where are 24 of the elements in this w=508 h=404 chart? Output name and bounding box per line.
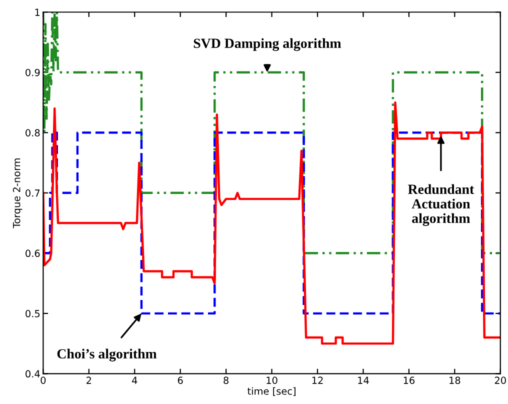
y-tick-label: 0.4 [26, 370, 40, 378]
x-tick-label: 6 [178, 376, 183, 384]
x-tick-label: 10 [266, 376, 278, 384]
x-tick-label: 14 [358, 376, 369, 384]
annotation: Redundant Actuation algorithm [408, 184, 474, 226]
x-tick-label: 2 [86, 376, 92, 384]
x-tick-label: 0 [40, 376, 46, 384]
x-tick-label: 12 [312, 376, 323, 384]
y-axis-title: Torque 2-norm [12, 158, 22, 228]
annotation: Choi’s algorithm [57, 348, 157, 362]
y-tick-label: 0.8 [26, 129, 40, 136]
x-tick-label: 18 [450, 376, 460, 384]
y-tick-label: 0.9 [26, 68, 40, 76]
y-tick-label: 1 [35, 8, 40, 16]
x-tick-label: 16 [404, 376, 415, 384]
annotation: SVD Damping algorithm [194, 38, 342, 51]
y-tick-label: 0.6 [26, 250, 40, 258]
line-series [43, 101, 500, 345]
x-tick-label: 4 [132, 376, 138, 384]
y-tick-label: 0.7 [26, 189, 40, 197]
x-axis-title: time [sec] [248, 387, 296, 396]
x-tick-label: 20 [494, 376, 506, 384]
y-tick-label: 0.5 [26, 310, 40, 318]
x-tick-label: 8 [224, 376, 228, 384]
